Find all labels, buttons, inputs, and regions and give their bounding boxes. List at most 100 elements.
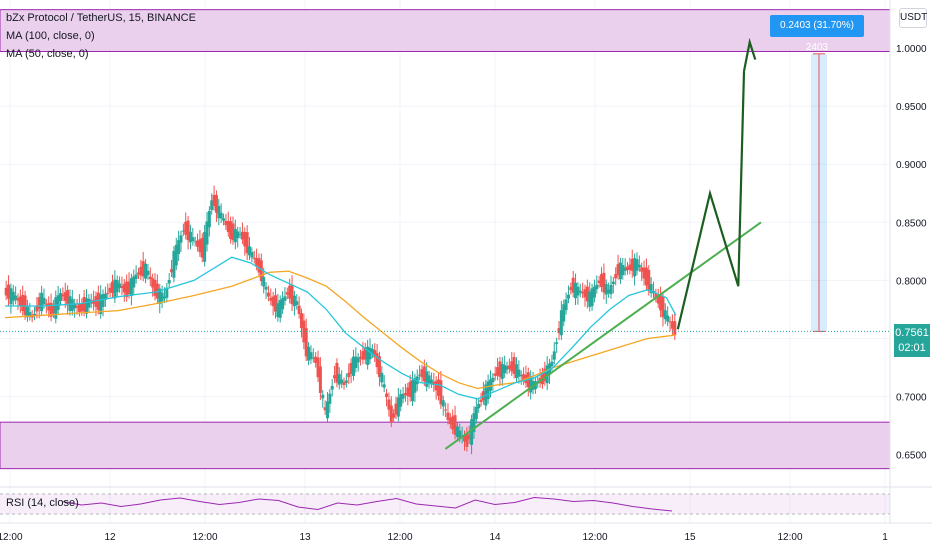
candle-body [427,375,431,384]
candle-body [514,364,518,379]
candle-body [609,284,613,295]
candle-body [486,381,490,400]
candle-body [262,277,266,287]
candle-body [139,266,143,276]
candle-body [493,373,497,376]
candle-body [448,417,452,424]
price-tick-label: 0.7000 [896,393,927,404]
candle-body [503,365,507,374]
candle-body [96,292,100,310]
chart-title[interactable]: bZx Protocol / TetherUS, 15, BINANCE [6,12,196,24]
candle-body [555,342,559,344]
candle-body [604,284,608,295]
candle-body [68,296,72,311]
rsi-legend[interactable]: RSI (14, close) [6,497,79,509]
ma100-line[interactable] [4,270,676,390]
candle-body [592,286,596,298]
candle-body [18,296,22,306]
currency-button[interactable]: USDT [899,8,927,28]
candle-body [186,220,190,241]
support-trendline[interactable] [444,221,762,450]
time-tick-label: 13 [299,532,311,543]
candle-body [238,233,242,235]
candle-body [207,210,211,228]
projection-arrowhead [742,37,757,72]
candle-body [437,379,441,396]
candle-body [375,353,379,368]
candle-body [99,294,103,315]
candle-body [177,240,181,255]
ma50-legend[interactable]: MA (50, close, 0) [6,48,89,60]
ma100-legend[interactable]: MA (100, close, 0) [6,30,95,42]
candle-body [82,296,86,312]
candle-body [49,302,53,317]
projection-path[interactable] [676,71,746,330]
current-price-tag: 0.7561 02:01 [894,324,930,357]
candle-body [129,278,133,297]
candle-body [174,244,178,266]
candle-body [191,237,195,242]
candle-body [377,356,381,377]
candle-body [396,397,400,417]
time-tick-label: 15 [684,532,696,543]
candle-body [566,294,570,299]
candle-body [75,305,79,308]
candle-body [418,374,422,376]
candle-body [134,274,138,279]
candle-body [342,382,346,385]
candle-body [179,235,183,243]
candle-body [325,401,329,419]
candle-body [673,321,677,336]
candle-body [259,260,263,282]
candle-body [295,301,299,305]
candle-body [304,328,308,357]
candle-body [144,263,148,279]
candle-body [148,276,152,280]
candle-body [87,298,91,308]
candle-body [351,356,355,376]
candle-body [451,416,455,430]
candle-body [670,321,674,329]
candle-body [595,284,599,290]
candle-body [642,267,646,279]
candle-body [219,212,223,219]
candle-body [347,372,351,378]
candle-body [231,223,235,241]
candle-body [522,374,526,381]
candle-body [158,288,162,304]
candle-body [63,292,67,301]
candle-body [165,287,169,298]
candle-body [498,361,502,377]
candle-body [574,282,578,299]
supply-demand-zone-0[interactable] [0,9,891,52]
candle-body [607,289,611,294]
candle-body [37,297,41,310]
candle-body [578,290,582,293]
candle-body [363,347,367,360]
candle-body [626,266,630,271]
candle-body [491,377,495,383]
ma50-line[interactable] [5,256,677,400]
candle-body [292,295,296,307]
candle-body [21,294,25,311]
candle-body [85,298,89,314]
time-tick-label: 12:00 [192,532,217,543]
candle-body [283,296,287,301]
candle-body [314,356,318,363]
candle-body [432,382,436,385]
candle-body [439,380,443,405]
candle-body [248,246,252,256]
candle-body [110,281,114,293]
candle-body [236,231,240,239]
candle-body [214,195,218,213]
candle-body [666,315,670,322]
supply-demand-zone-1[interactable] [0,421,891,470]
candle-body [545,365,549,384]
candle-body [210,200,214,211]
time-tick-label: 14 [489,532,501,543]
rsi-line[interactable] [61,496,673,512]
candle-body [271,296,275,307]
candle-body [115,280,119,293]
candle-body [517,369,521,377]
